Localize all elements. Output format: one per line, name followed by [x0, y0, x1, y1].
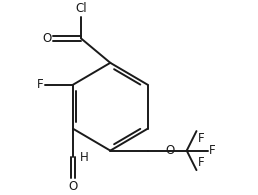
- Text: O: O: [68, 180, 78, 193]
- Text: O: O: [43, 32, 52, 45]
- Text: F: F: [209, 144, 216, 157]
- Text: F: F: [198, 156, 204, 169]
- Text: F: F: [37, 78, 44, 91]
- Text: H: H: [79, 151, 88, 164]
- Text: Cl: Cl: [75, 2, 87, 15]
- Text: F: F: [198, 132, 204, 145]
- Text: O: O: [166, 144, 175, 157]
